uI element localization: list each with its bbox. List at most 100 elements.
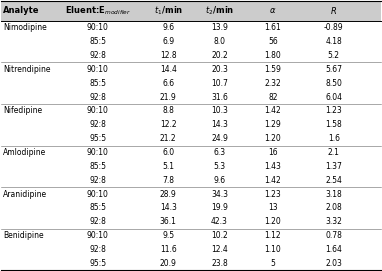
Text: 92:8: 92:8 bbox=[89, 176, 106, 185]
Text: 11.6: 11.6 bbox=[160, 245, 176, 254]
Text: 12.8: 12.8 bbox=[160, 51, 176, 60]
Text: 14.3: 14.3 bbox=[211, 120, 228, 129]
Text: 1.64: 1.64 bbox=[325, 245, 342, 254]
Text: 34.3: 34.3 bbox=[211, 190, 228, 199]
Text: 13.9: 13.9 bbox=[211, 23, 228, 32]
Text: $t_2$/min: $t_2$/min bbox=[205, 5, 234, 17]
Text: 5.67: 5.67 bbox=[325, 65, 342, 74]
Text: $R$: $R$ bbox=[330, 5, 337, 16]
Text: 5.1: 5.1 bbox=[162, 162, 174, 171]
Text: 1.42: 1.42 bbox=[264, 107, 281, 115]
Text: 90:10: 90:10 bbox=[87, 23, 109, 32]
Text: 56: 56 bbox=[268, 37, 278, 46]
Text: 1.23: 1.23 bbox=[325, 107, 342, 115]
Text: Nitrendipine: Nitrendipine bbox=[3, 65, 50, 74]
Text: 2.1: 2.1 bbox=[328, 148, 340, 157]
Text: 1.61: 1.61 bbox=[264, 23, 281, 32]
Text: 92:8: 92:8 bbox=[89, 51, 106, 60]
Text: 85:5: 85:5 bbox=[89, 204, 106, 212]
Text: 85:5: 85:5 bbox=[89, 79, 106, 88]
Text: 1.23: 1.23 bbox=[264, 190, 281, 199]
Text: 9.5: 9.5 bbox=[162, 231, 174, 240]
Text: 1.37: 1.37 bbox=[325, 162, 342, 171]
Text: Nifedipine: Nifedipine bbox=[3, 107, 42, 115]
Text: 21.9: 21.9 bbox=[160, 93, 176, 102]
Text: 95:5: 95:5 bbox=[89, 134, 106, 143]
Text: Nimodipine: Nimodipine bbox=[3, 23, 47, 32]
Text: 90:10: 90:10 bbox=[87, 231, 109, 240]
Text: 10.7: 10.7 bbox=[211, 79, 228, 88]
Text: Eluent:E$_{modifier}$: Eluent:E$_{modifier}$ bbox=[65, 5, 131, 17]
Text: 13: 13 bbox=[268, 204, 278, 212]
Text: 90:10: 90:10 bbox=[87, 148, 109, 157]
Text: 1.20: 1.20 bbox=[264, 134, 281, 143]
Text: 92:8: 92:8 bbox=[89, 217, 106, 226]
Text: 92:8: 92:8 bbox=[89, 120, 106, 129]
Text: 21.2: 21.2 bbox=[160, 134, 176, 143]
Text: 8.50: 8.50 bbox=[325, 79, 342, 88]
Text: 16: 16 bbox=[268, 148, 278, 157]
Text: 10.3: 10.3 bbox=[211, 107, 228, 115]
Text: Aranidipine: Aranidipine bbox=[3, 190, 47, 199]
Text: 90:10: 90:10 bbox=[87, 190, 109, 199]
Text: $t_1$/min: $t_1$/min bbox=[154, 5, 183, 17]
Text: 1.6: 1.6 bbox=[328, 134, 340, 143]
Text: 1.80: 1.80 bbox=[264, 51, 281, 60]
Bar bbox=[1, 1, 381, 21]
Text: 0.78: 0.78 bbox=[325, 231, 342, 240]
Text: 20.9: 20.9 bbox=[160, 259, 176, 268]
Text: 4.18: 4.18 bbox=[325, 37, 342, 46]
Text: 31.6: 31.6 bbox=[211, 93, 228, 102]
Text: 20.3: 20.3 bbox=[211, 65, 228, 74]
Text: 85:5: 85:5 bbox=[89, 37, 106, 46]
Text: 3.32: 3.32 bbox=[325, 217, 342, 226]
Text: 6.0: 6.0 bbox=[162, 148, 174, 157]
Text: 6.04: 6.04 bbox=[325, 93, 342, 102]
Text: 8.0: 8.0 bbox=[214, 37, 225, 46]
Text: 95:5: 95:5 bbox=[89, 259, 106, 268]
Text: 5.2: 5.2 bbox=[328, 51, 340, 60]
Text: 2.32: 2.32 bbox=[264, 79, 281, 88]
Text: 6.9: 6.9 bbox=[162, 37, 174, 46]
Text: 1.12: 1.12 bbox=[264, 231, 281, 240]
Text: 42.3: 42.3 bbox=[211, 217, 228, 226]
Text: 14.4: 14.4 bbox=[160, 65, 176, 74]
Text: 24.9: 24.9 bbox=[211, 134, 228, 143]
Text: Analyte: Analyte bbox=[3, 6, 39, 15]
Text: 5: 5 bbox=[270, 259, 275, 268]
Text: Benidipine: Benidipine bbox=[3, 231, 44, 240]
Text: 1.43: 1.43 bbox=[264, 162, 281, 171]
Text: 20.2: 20.2 bbox=[211, 51, 228, 60]
Text: 3.18: 3.18 bbox=[325, 190, 342, 199]
Text: 2.03: 2.03 bbox=[325, 259, 342, 268]
Text: 6.3: 6.3 bbox=[214, 148, 226, 157]
Text: 1.42: 1.42 bbox=[264, 176, 281, 185]
Text: 85:5: 85:5 bbox=[89, 162, 106, 171]
Text: 92:8: 92:8 bbox=[89, 245, 106, 254]
Text: 1.20: 1.20 bbox=[264, 217, 281, 226]
Text: 12.2: 12.2 bbox=[160, 120, 176, 129]
Text: 28.9: 28.9 bbox=[160, 190, 176, 199]
Text: 1.10: 1.10 bbox=[264, 245, 281, 254]
Text: 92:8: 92:8 bbox=[89, 93, 106, 102]
Text: 14.3: 14.3 bbox=[160, 204, 176, 212]
Text: 90:10: 90:10 bbox=[87, 107, 109, 115]
Text: $\alpha$: $\alpha$ bbox=[269, 6, 277, 15]
Text: Amlodipine: Amlodipine bbox=[3, 148, 46, 157]
Text: -0.89: -0.89 bbox=[324, 23, 343, 32]
Text: 2.08: 2.08 bbox=[325, 204, 342, 212]
Text: 2.54: 2.54 bbox=[325, 176, 342, 185]
Text: 5.3: 5.3 bbox=[214, 162, 226, 171]
Text: 8.8: 8.8 bbox=[162, 107, 174, 115]
Text: 7.8: 7.8 bbox=[162, 176, 174, 185]
Text: 36.1: 36.1 bbox=[160, 217, 176, 226]
Text: 12.4: 12.4 bbox=[211, 245, 228, 254]
Text: 10.2: 10.2 bbox=[211, 231, 228, 240]
Text: 19.9: 19.9 bbox=[211, 204, 228, 212]
Text: 1.59: 1.59 bbox=[264, 65, 281, 74]
Text: 6.6: 6.6 bbox=[162, 79, 174, 88]
Text: 23.8: 23.8 bbox=[211, 259, 228, 268]
Text: 1.58: 1.58 bbox=[325, 120, 342, 129]
Text: 9.6: 9.6 bbox=[162, 23, 174, 32]
Text: 9.6: 9.6 bbox=[214, 176, 226, 185]
